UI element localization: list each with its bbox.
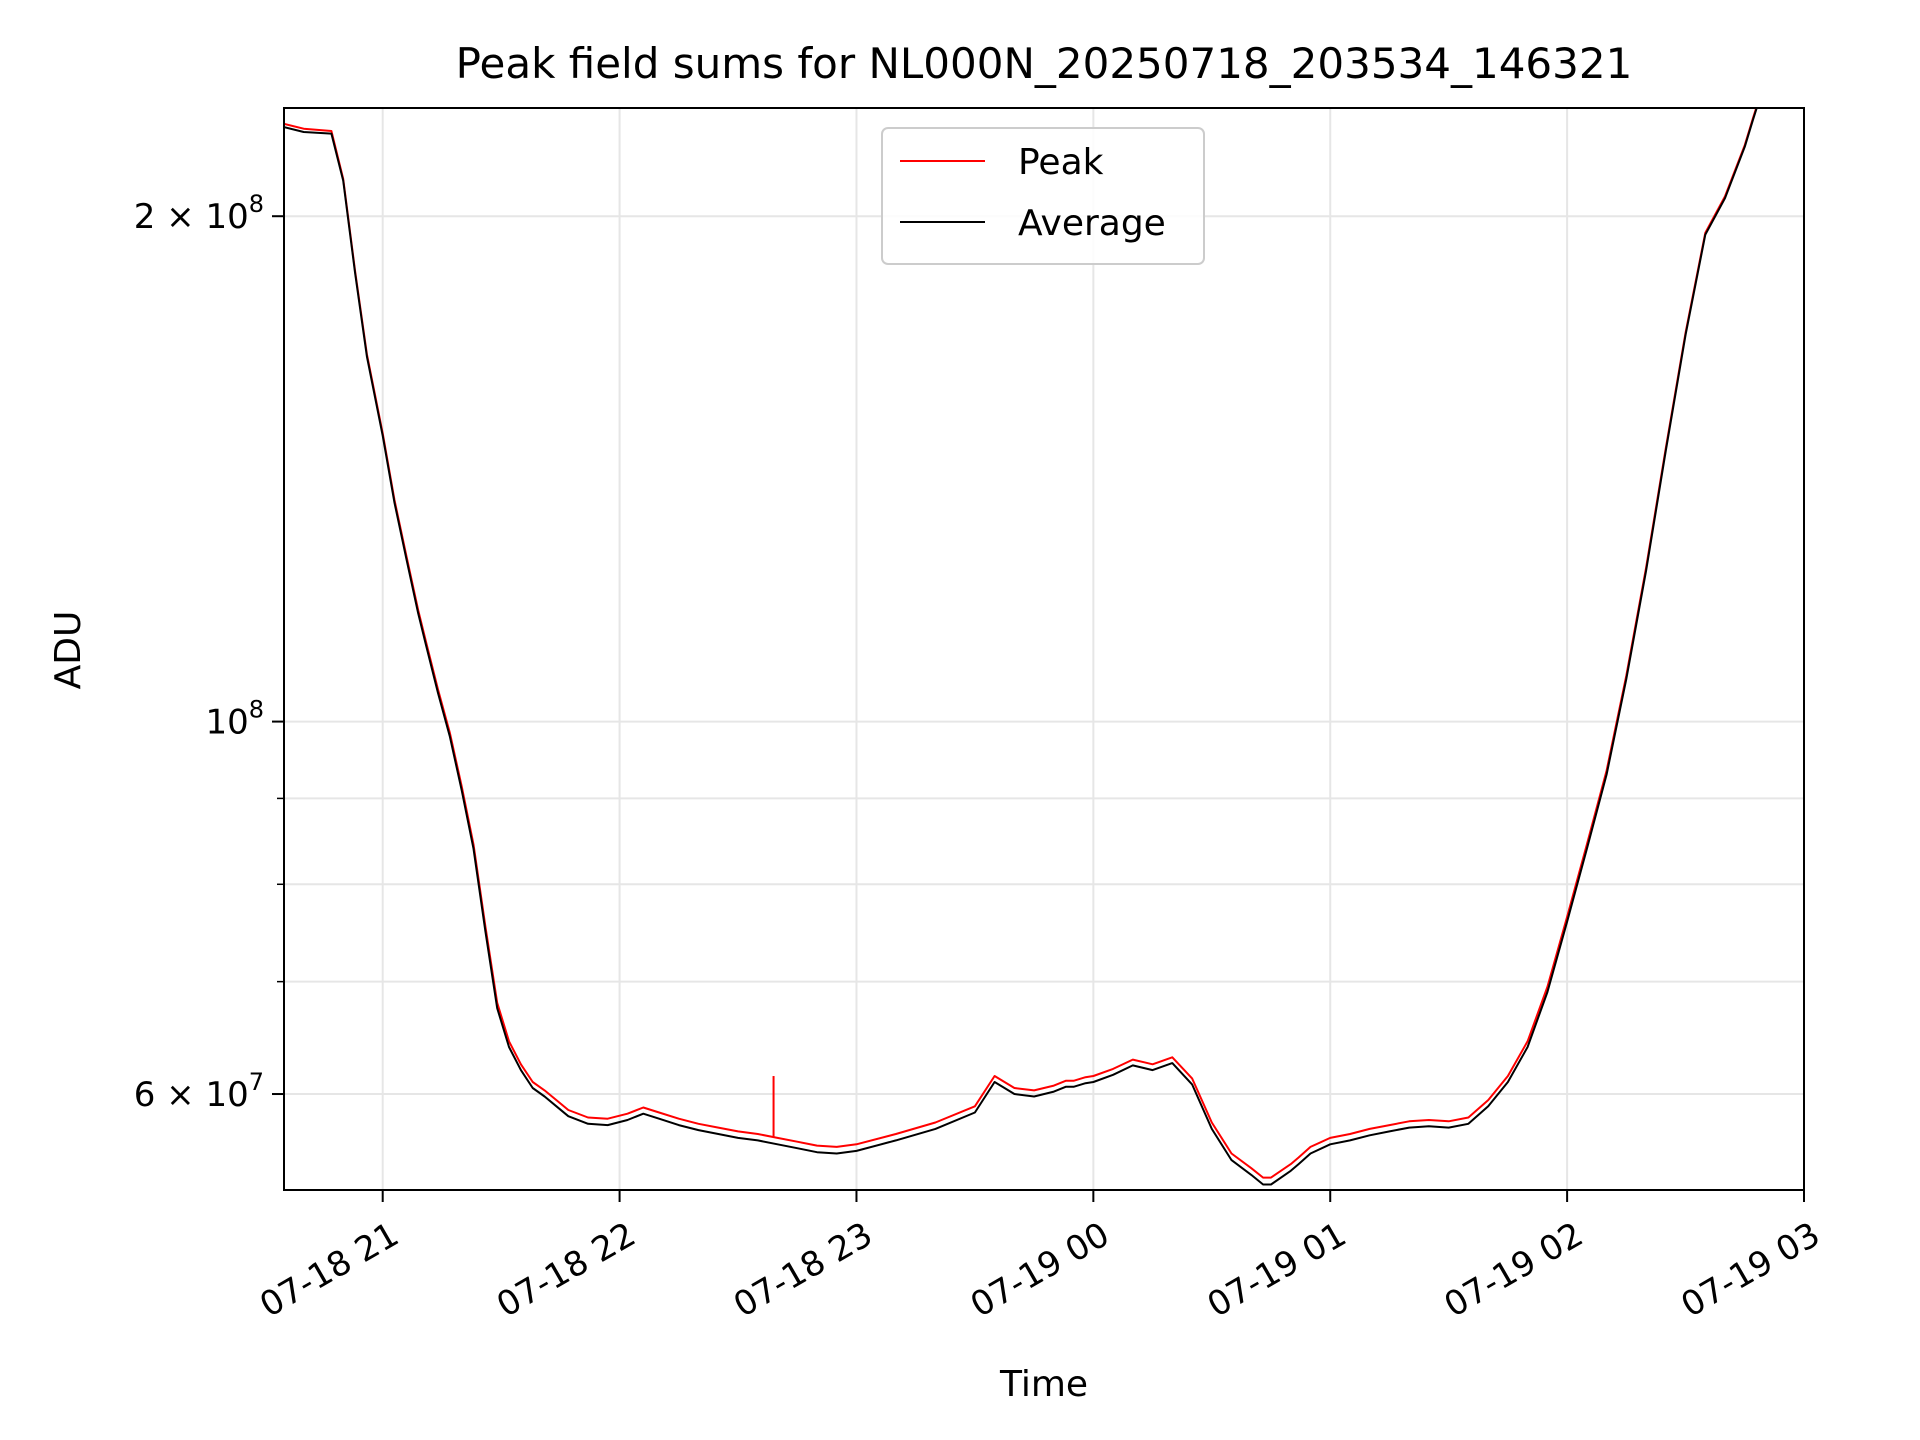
chart-title: Peak field sums for NL000N_20250718_2035… bbox=[456, 39, 1633, 88]
series-layer bbox=[284, 108, 1758, 1186]
legend-label-average: Average bbox=[1018, 203, 1166, 244]
x-tick-label: 07-19 03 bbox=[1675, 1215, 1827, 1326]
y-tick-label: 2 × 108 bbox=[134, 190, 264, 237]
grid bbox=[284, 108, 1805, 1190]
plot-frame bbox=[283, 107, 1805, 1191]
x-axis-label: Time bbox=[999, 1364, 1088, 1405]
series-line-average bbox=[284, 108, 1758, 1186]
y-tick-label: 6 × 107 bbox=[134, 1068, 264, 1115]
x-tick-label: 07-18 22 bbox=[490, 1215, 642, 1326]
x-tick-label: 07-19 02 bbox=[1438, 1215, 1590, 1326]
x-tick-label: 07-19 01 bbox=[1201, 1215, 1353, 1326]
x-tick-label: 07-18 23 bbox=[727, 1215, 879, 1326]
x-ticks: 07-18 21 07-18 22 07-18 23 07-19 00 07-19 01… bbox=[253, 1190, 1827, 1326]
y-ticks: 6 × 107 108 2 × 108 bbox=[134, 190, 284, 1115]
y-tick-label: 108 bbox=[205, 696, 264, 743]
legend: Peak Average bbox=[881, 127, 1205, 265]
y-axis-label: ADU bbox=[48, 611, 89, 690]
x-tick-label: 07-18 21 bbox=[253, 1215, 405, 1326]
x-tick-label: 07-19 00 bbox=[964, 1215, 1116, 1326]
legend-label-peak: Peak bbox=[1018, 142, 1104, 183]
